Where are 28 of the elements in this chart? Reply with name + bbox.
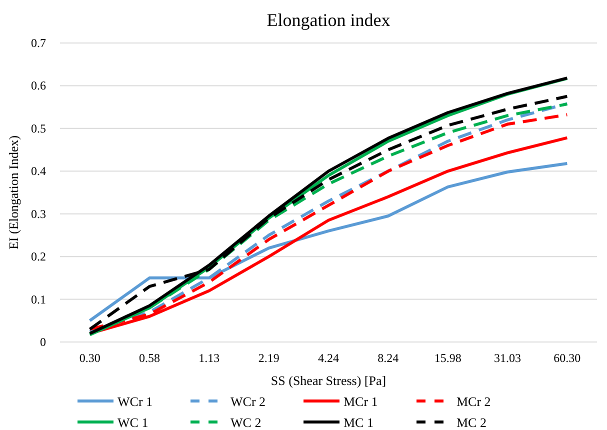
x-tick-label: 15.98 — [434, 351, 462, 365]
legend-label: MCr 2 — [456, 394, 491, 409]
chart-title: Elongation index — [266, 10, 390, 30]
y-tick-label: 0 — [40, 335, 46, 349]
y-tick-label: 0.5 — [31, 121, 46, 136]
x-tick-label: 2.19 — [258, 351, 280, 365]
legend-label: MC 2 — [456, 415, 486, 430]
y-tick-label: 0.2 — [31, 250, 46, 264]
x-tick-label: 0.30 — [79, 351, 100, 365]
x-axis-title: SS (Shear Stress) [Pa] — [270, 373, 386, 388]
legend-label: WCr 2 — [230, 394, 266, 409]
y-tick-label: 0.6 — [31, 78, 46, 93]
x-tick-label: 31.03 — [494, 351, 521, 365]
x-tick-label: 60.30 — [554, 351, 581, 365]
legend-label: WCr 1 — [118, 394, 153, 409]
y-tick-label: 0.4 — [31, 164, 46, 178]
y-tick-label: 0.1 — [31, 292, 46, 306]
y-axis-title: EI (Elongation Index) — [6, 135, 21, 250]
x-tick-label: 0.58 — [139, 351, 160, 365]
legend-label: MC 1 — [344, 415, 374, 430]
x-tick-label: 4.24 — [318, 351, 339, 365]
x-tick-label: 8.24 — [378, 351, 399, 365]
legend-label: WC 1 — [118, 415, 148, 430]
x-tick-label: 1.13 — [198, 351, 220, 365]
y-tick-label: 0.7 — [31, 36, 46, 50]
y-tick-label: 0.3 — [31, 206, 46, 221]
legend-label: MCr 1 — [344, 394, 378, 409]
legend-label: WC 2 — [230, 415, 262, 430]
